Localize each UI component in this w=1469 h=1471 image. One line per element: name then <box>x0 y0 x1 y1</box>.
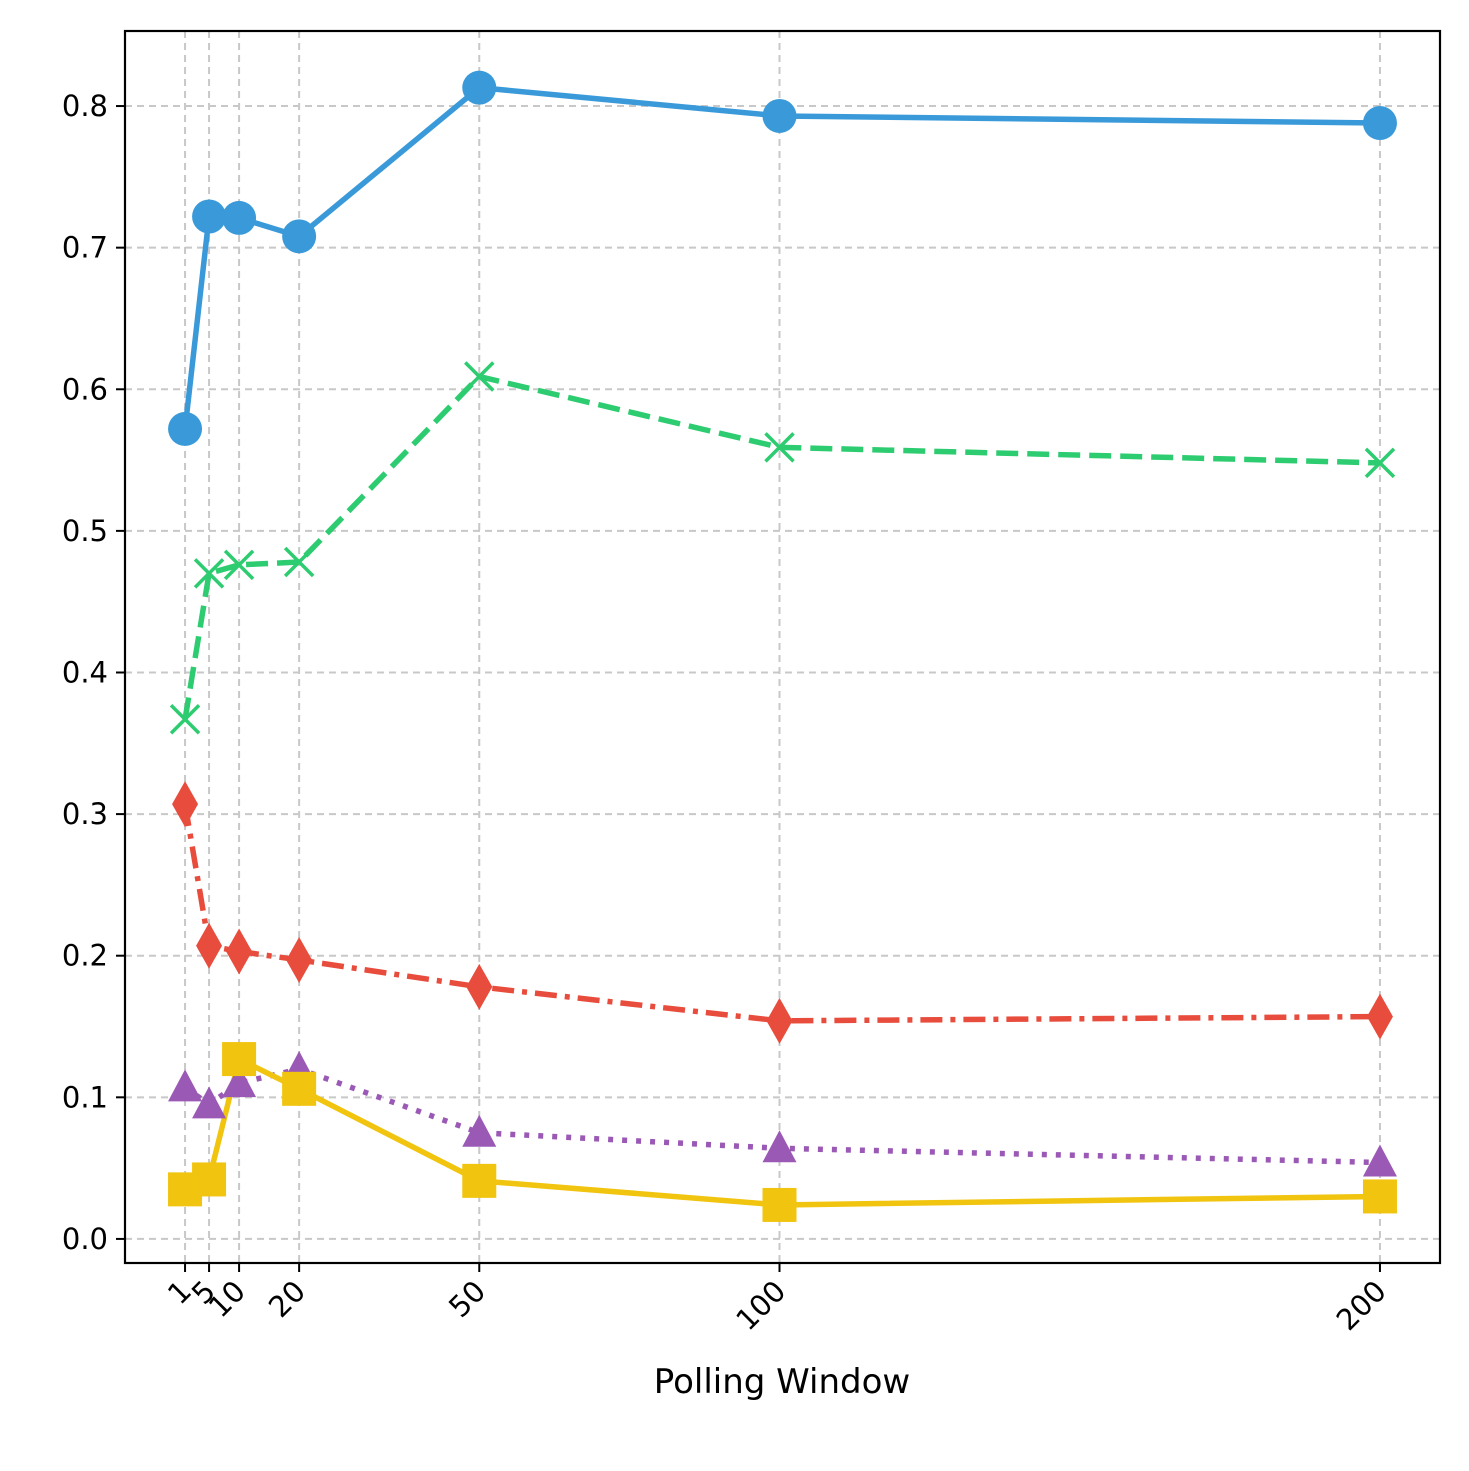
data-point-yellow-square-solid <box>1362 1179 1397 1214</box>
data-point-red-diamond-dashdot <box>226 928 253 975</box>
data-point-red-diamond-dashdot <box>466 963 493 1010</box>
y-tick-label: 0.0 <box>62 1222 108 1256</box>
x-tick-label: 100 <box>729 1274 792 1337</box>
y-tick-label: 0.7 <box>62 231 108 265</box>
data-point-green-x-dashed <box>169 703 201 735</box>
y-tick-label: 0.4 <box>62 655 108 689</box>
x-tick-label: 10 <box>202 1274 252 1324</box>
data-point-red-diamond-dashdot <box>1366 993 1393 1040</box>
x-tick-label: 200 <box>1330 1274 1393 1337</box>
x-axis-label: Polling Window <box>654 1362 910 1402</box>
data-point-purple-triangle-dotted <box>762 1130 797 1163</box>
data-point-green-x-dashed <box>464 361 495 392</box>
y-tick-label: 0.6 <box>62 372 108 406</box>
data-point-yellow-square-solid <box>462 1163 497 1198</box>
data-point-purple-triangle-dotted <box>192 1086 227 1119</box>
x-tick-label: 20 <box>262 1274 312 1324</box>
data-point-blue-circle-solid <box>282 219 317 254</box>
y-tick-label: 0.5 <box>62 514 108 548</box>
data-point-red-diamond-dashdot <box>196 922 223 969</box>
series-line-green-x-dashed <box>182 373 1381 720</box>
y-tick-label: 0.2 <box>62 939 108 973</box>
data-point-green-x-dashed <box>193 558 225 589</box>
data-point-purple-triangle-dotted <box>222 1065 257 1098</box>
data-point-purple-triangle-dotted <box>1362 1144 1397 1177</box>
y-tick-label: 0.3 <box>62 797 108 831</box>
data-point-green-x-dashed <box>283 546 315 578</box>
y-tick-label: 0.8 <box>62 89 108 123</box>
data-point-blue-circle-solid <box>222 200 257 235</box>
data-point-blue-circle-solid <box>168 411 203 446</box>
data-point-blue-circle-solid <box>462 70 497 105</box>
data-point-red-diamond-dashdot <box>172 781 199 828</box>
y-tick-label: 0.1 <box>62 1080 108 1114</box>
data-point-green-x-dashed <box>1364 447 1396 479</box>
grid-lines <box>125 31 1440 1263</box>
data-point-purple-triangle-dotted <box>462 1114 497 1147</box>
data-point-blue-circle-solid <box>762 98 797 133</box>
data-point-blue-circle-solid <box>1362 106 1397 141</box>
data-point-yellow-square-solid <box>762 1187 797 1222</box>
x-tick-label: 50 <box>442 1274 492 1324</box>
plot-frame <box>123 29 1442 1265</box>
data-point-yellow-square-solid <box>282 1071 317 1106</box>
series-line-yellow-square-solid <box>183 1056 1380 1208</box>
data-point-yellow-square-solid <box>192 1162 227 1197</box>
series-markers <box>168 70 1397 1222</box>
series-line-blue-circle-solid <box>182 84 1380 430</box>
data-point-purple-triangle-dotted <box>168 1069 203 1102</box>
data-point-green-x-dashed <box>223 549 255 581</box>
series-line-red-diamond-dashdot <box>182 803 1380 1024</box>
y-axis-ticks: 0.0 0.1 0.2 0.3 0.4 0.5 0.6 0.7 0.8 <box>62 89 125 1256</box>
data-point-red-diamond-dashdot <box>766 997 793 1044</box>
data-point-blue-circle-solid <box>192 199 227 234</box>
data-point-green-x-dashed <box>764 432 795 463</box>
data-point-yellow-square-solid <box>222 1042 257 1077</box>
data-point-red-diamond-dashdot <box>286 936 313 983</box>
